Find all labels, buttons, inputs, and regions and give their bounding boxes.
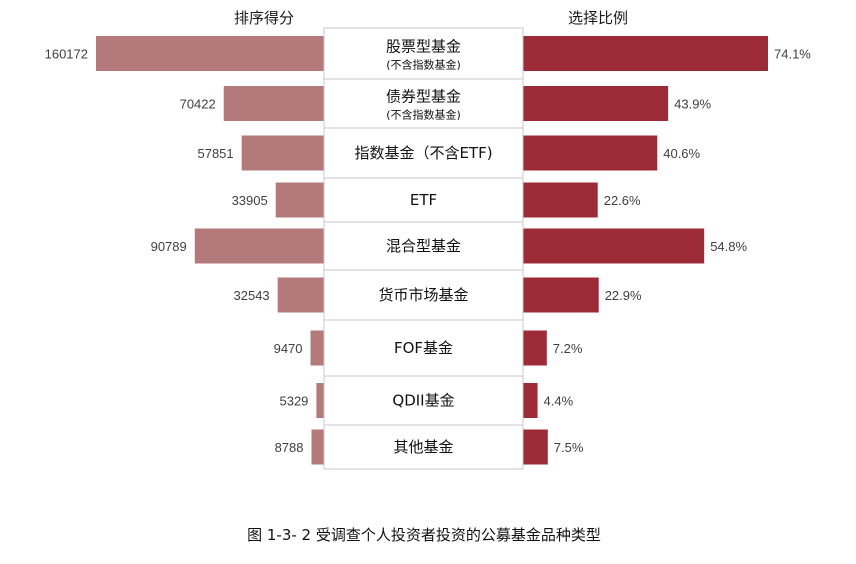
left-bar: [194, 228, 324, 264]
right-value-label: 7.5%: [554, 440, 584, 455]
left-value-label: 9470: [274, 341, 303, 356]
right-value-label: 54.8%: [710, 239, 747, 254]
right-bar: [523, 429, 548, 465]
category-box: [323, 269, 524, 321]
category-box: [323, 319, 524, 377]
left-value-label: 90789: [151, 239, 187, 254]
right-value-label: 22.9%: [605, 288, 642, 303]
category-sublabel: (不含指数基金): [386, 58, 461, 72]
category-box: [323, 424, 524, 470]
right-value-label: 43.9%: [674, 97, 711, 112]
right-bar: [523, 86, 669, 121]
left-value-label: 57851: [197, 146, 233, 161]
left-bar: [316, 383, 324, 418]
left-bar: [275, 182, 324, 218]
left-bar: [96, 36, 324, 71]
category-box: [323, 78, 524, 129]
category-label: 指数基金（不含ETF): [354, 144, 492, 162]
left-value-label: 70422: [180, 97, 216, 112]
category-label: QDII基金: [392, 392, 454, 410]
category-box: [323, 221, 524, 271]
right-bar: [523, 383, 538, 418]
left-value-label: 8788: [275, 440, 304, 455]
right-bar: [523, 277, 599, 313]
category-label: 其他基金: [393, 438, 453, 456]
right-bar: [523, 182, 598, 218]
category-label: ETF: [410, 191, 437, 209]
right-value-label: 7.2%: [553, 341, 583, 356]
category-box: [323, 177, 524, 223]
left-labels: 160172 70422 57851 33905 90789 32543 9470 5329 8…: [45, 47, 309, 456]
right-bar: [523, 228, 705, 264]
left-bar: [241, 135, 324, 171]
category-sublabel: (不含指数基金): [386, 108, 461, 122]
left-bar: [223, 86, 324, 121]
right-header: 选择比例: [568, 9, 628, 27]
category-label: 货币市场基金: [378, 286, 468, 304]
category-box: [323, 127, 524, 179]
category-label: FOF基金: [394, 339, 453, 357]
left-value-label: 160172: [45, 47, 88, 62]
right-bars: [523, 36, 768, 465]
left-bars: [96, 36, 324, 465]
category-box: [323, 375, 524, 426]
left-bar: [310, 330, 324, 366]
category-label: 债券型基金: [386, 88, 461, 106]
left-bar: [311, 429, 324, 465]
right-value-label: 22.6%: [604, 193, 641, 208]
right-bar: [523, 330, 547, 366]
right-labels: 74.1% 43.9% 40.6% 22.6% 54.8% 22.9% 7.2% 4.4% 7.…: [544, 47, 812, 456]
category-label: 混合型基金: [386, 237, 461, 255]
left-bar: [277, 277, 324, 313]
right-value-label: 40.6%: [663, 146, 700, 161]
right-bar: [523, 135, 658, 171]
right-value-label: 4.4%: [544, 394, 574, 409]
right-value-label: 74.1%: [774, 47, 811, 62]
category-boxes: 股票型基金 (不含指数基金) 债券型基金 (不含指数基金) 指数基金（不含ETF) ETF…: [323, 27, 524, 470]
category-label: 股票型基金: [386, 38, 461, 56]
chart-caption: 图 1-3- 2 受调查个人投资者投资的公募基金品种类型: [247, 526, 601, 544]
left-value-label: 33905: [232, 193, 268, 208]
category-box: [323, 27, 524, 80]
right-bar: [523, 36, 768, 71]
left-value-label: 5329: [279, 394, 308, 409]
left-value-label: 32543: [234, 288, 270, 303]
left-header: 排序得分: [234, 9, 294, 27]
